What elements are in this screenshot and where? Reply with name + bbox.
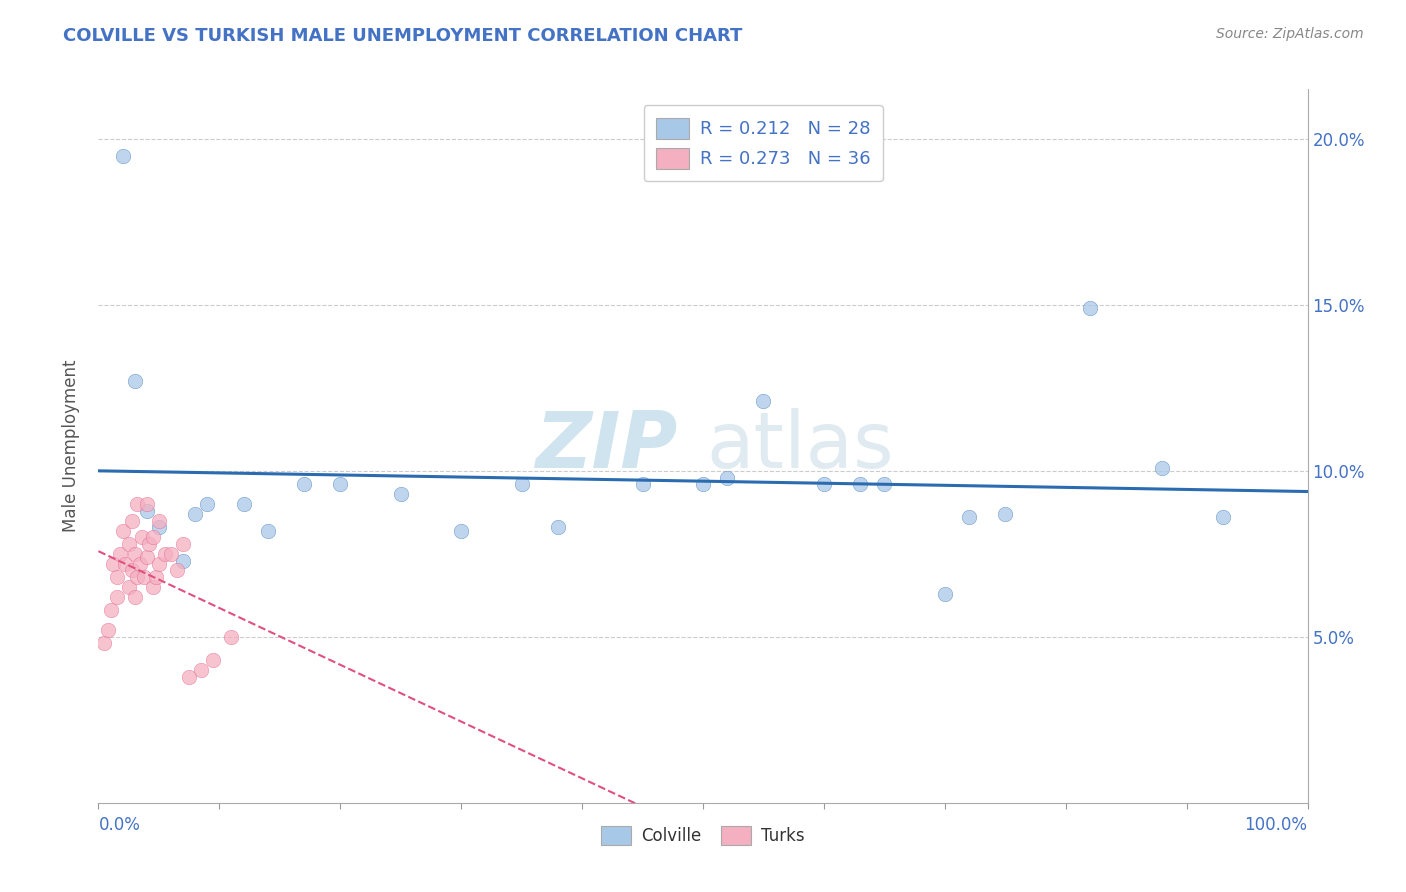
Point [232,497,254,511]
Point [957,510,980,524]
Point [124,374,146,388]
Point [153,547,176,561]
Point [135,550,157,565]
Point [849,477,872,491]
Point [100,603,122,617]
Text: 0.0%: 0.0% [98,815,141,834]
Point [389,487,412,501]
Point [813,477,835,491]
Point [142,530,165,544]
Point [752,394,775,409]
Point [148,520,170,534]
Y-axis label: Male Unemployment: Male Unemployment [62,359,80,533]
Point [184,507,207,521]
Legend: Colville, Turks: Colville, Turks [595,819,811,852]
Point [145,570,167,584]
Point [118,580,141,594]
Point [97,624,120,638]
Point [121,514,143,528]
Point [716,470,738,484]
Point [195,497,218,511]
Point [111,524,134,538]
Point [148,514,170,528]
Point [692,477,714,491]
Text: 100.0%: 100.0% [1244,815,1308,834]
Point [114,557,136,571]
Point [142,580,165,594]
Point [131,530,153,544]
Text: Source: ZipAtlas.com: Source: ZipAtlas.com [1216,27,1364,41]
Point [994,507,1017,521]
Point [172,537,194,551]
Point [256,524,278,538]
Point [108,547,131,561]
Point [221,630,243,644]
Point [292,477,315,491]
Point [134,570,156,584]
Point [124,590,146,604]
Point [138,537,160,551]
Point [1078,301,1101,316]
Point [1152,460,1174,475]
Point [160,547,183,561]
Text: COLVILLE VS TURKISH MALE UNEMPLOYMENT CORRELATION CHART: COLVILLE VS TURKISH MALE UNEMPLOYMENT CO… [63,27,742,45]
Point [93,636,115,650]
Point [202,653,225,667]
Point [127,497,149,511]
Point [135,497,157,511]
Point [190,663,212,677]
Point [135,504,157,518]
Point [166,564,188,578]
Point [179,670,201,684]
Point [101,557,124,571]
Point [329,477,352,491]
Point [111,148,134,162]
Point [450,524,472,538]
Text: atlas: atlas [706,408,893,484]
Point [510,477,533,491]
Point [105,570,128,584]
Point [1212,510,1234,524]
Point [631,477,654,491]
Point [124,547,146,561]
Text: ZIP: ZIP [536,408,678,484]
Point [873,477,896,491]
Point [128,557,150,571]
Point [934,587,956,601]
Point [127,570,149,584]
Point [105,590,128,604]
Point [148,557,170,571]
Point [172,553,194,567]
Point [118,537,141,551]
Point [547,520,569,534]
Point [121,564,143,578]
